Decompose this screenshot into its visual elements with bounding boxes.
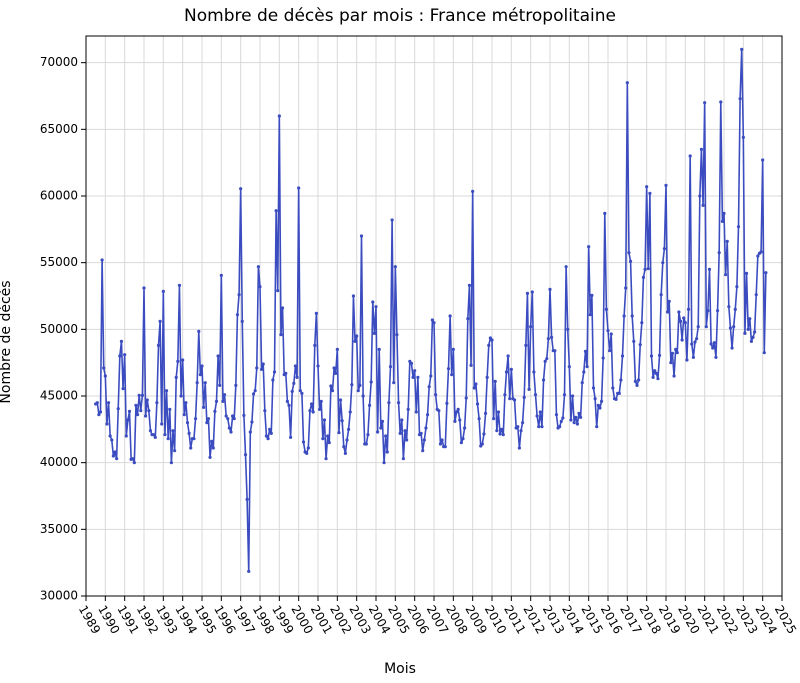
svg-text:55000: 55000	[40, 255, 78, 269]
line-chart: 30000 35000 40000 45000 50000 55000 60000 65000…	[0, 0, 800, 683]
svg-text:35000: 35000	[40, 522, 78, 536]
svg-text:60000: 60000	[40, 189, 78, 203]
chart-container: Nombre de décès par mois : France métrop…	[0, 0, 800, 683]
svg-text:70000: 70000	[40, 55, 78, 69]
x-axis-label: Mois	[0, 661, 800, 677]
svg-text:65000: 65000	[40, 122, 78, 136]
chart-title: Nombre de décès par mois : France métrop…	[0, 6, 800, 26]
svg-text:30000: 30000	[40, 589, 78, 603]
y-axis-label: Nombre de décès	[0, 280, 14, 403]
svg-text:50000: 50000	[40, 322, 78, 336]
svg-text:40000: 40000	[40, 455, 78, 469]
svg-text:45000: 45000	[40, 389, 78, 403]
